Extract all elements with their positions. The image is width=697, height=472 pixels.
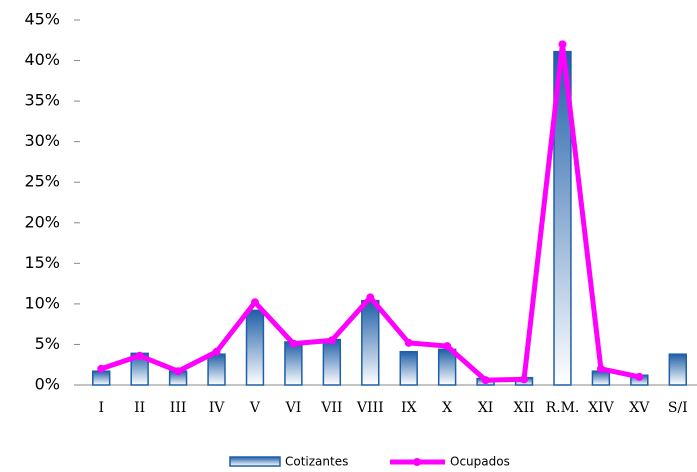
line-marker: [97, 364, 106, 373]
bar: [591, 370, 611, 386]
y-tick-label: 35%: [24, 91, 60, 110]
bar: [322, 338, 342, 386]
x-tick-label: I: [98, 400, 104, 416]
legend-label: Ocupados: [450, 455, 510, 469]
bar: [284, 341, 303, 386]
x-tick-label: IX: [401, 400, 417, 416]
x-tick-label: S/I: [668, 400, 688, 416]
line-marker: [212, 347, 221, 356]
legend-swatch: [229, 456, 281, 467]
line-marker: [366, 293, 375, 302]
x-tick-label: R.M.: [546, 400, 580, 416]
line-marker: [135, 351, 144, 360]
bar: [92, 370, 111, 386]
x-tick-label: XV: [629, 400, 650, 416]
y-tick-label: 40%: [24, 50, 60, 69]
legend-swatch-marker: [413, 458, 421, 466]
line-marker: [250, 298, 259, 307]
y-tick-label: 5%: [35, 334, 60, 353]
x-tick-label: II: [134, 400, 145, 416]
y-tick-label: 15%: [24, 253, 60, 272]
x-tick-label: III: [170, 400, 187, 416]
x-tick-label: VIII: [356, 400, 384, 416]
line-marker: [404, 338, 413, 347]
y-tick-label: 25%: [24, 172, 60, 191]
x-tick-label: XII: [514, 400, 535, 416]
y-tick-label: 20%: [24, 212, 60, 231]
bar: [361, 299, 380, 386]
y-tick-label: 0%: [35, 375, 60, 394]
line-marker: [289, 339, 298, 348]
bar: [437, 348, 457, 386]
line-marker: [327, 336, 336, 345]
x-tick-label: X: [442, 400, 452, 416]
line-marker: [520, 375, 529, 384]
x-tick-label: V: [249, 400, 261, 416]
y-tick-label: 30%: [24, 131, 60, 150]
legend-label: Cotizantes: [285, 455, 348, 469]
line-marker: [443, 342, 452, 351]
bar: [399, 350, 418, 386]
bar: [668, 353, 687, 386]
line-marker: [635, 372, 644, 381]
x-tick-label: VII: [320, 400, 342, 416]
x-tick-label: XI: [478, 400, 494, 416]
line-marker: [558, 40, 567, 49]
x-tick-label: VI: [285, 400, 302, 416]
bar: [245, 309, 265, 386]
line-marker: [174, 367, 183, 376]
x-tick-label: IV: [209, 400, 226, 416]
x-tick-label: XIV: [588, 400, 614, 416]
line-marker: [481, 376, 490, 385]
y-tick-label: 10%: [24, 293, 60, 312]
bar: [207, 353, 226, 386]
y-tick-label: 45%: [24, 10, 60, 29]
line-marker: [596, 364, 605, 373]
